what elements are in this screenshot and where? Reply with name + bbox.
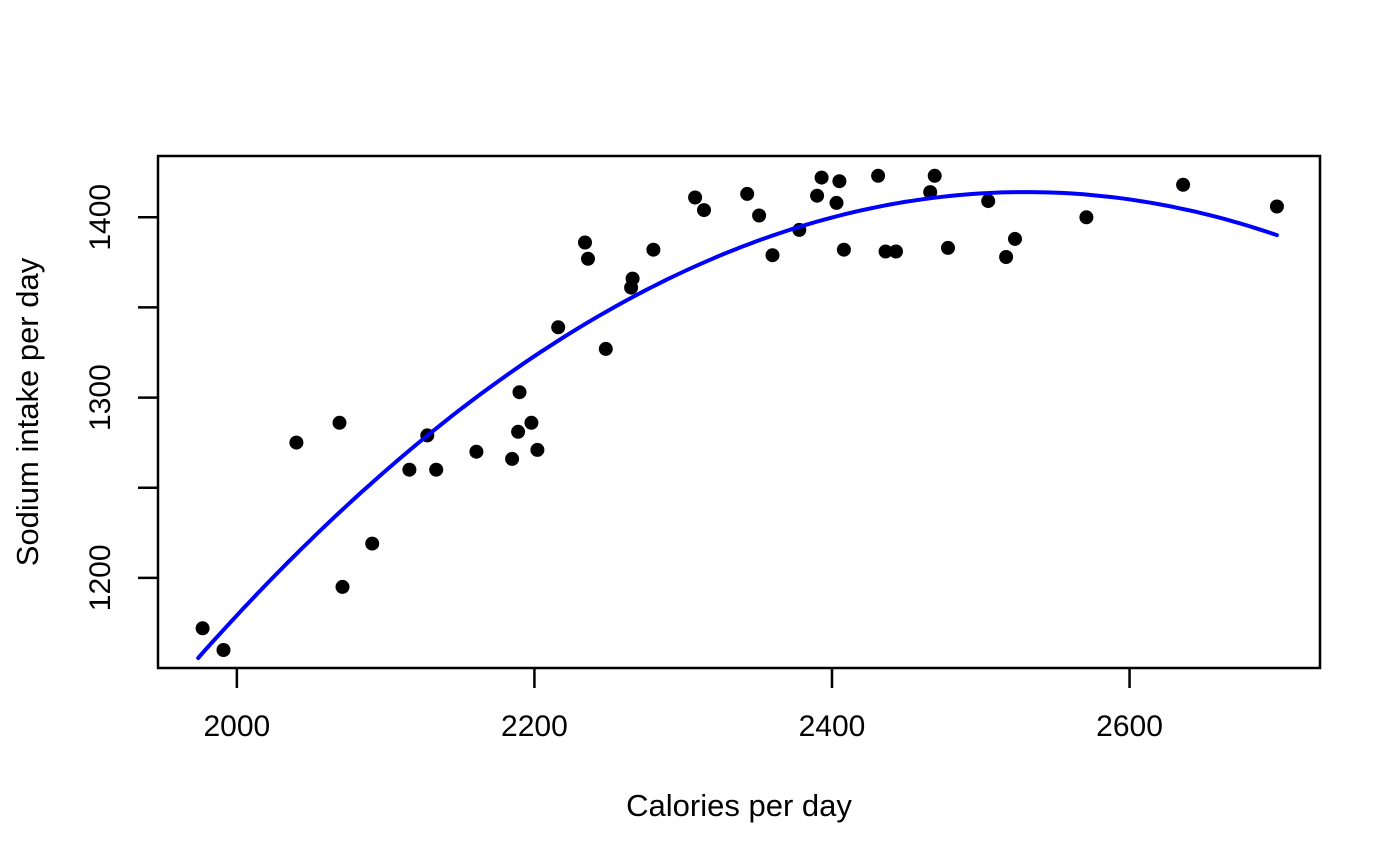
- data-point: [810, 188, 825, 203]
- data-point: [836, 242, 851, 257]
- data-point: [941, 240, 955, 255]
- data-point: [889, 244, 903, 259]
- data-point: [578, 235, 592, 250]
- data-point: [697, 203, 711, 218]
- data-point: [981, 194, 996, 209]
- data-point: [505, 451, 520, 466]
- data-point: [469, 444, 484, 459]
- data-point: [923, 185, 938, 200]
- data-point: [524, 415, 539, 430]
- data-point: [740, 186, 755, 201]
- data-point: [1269, 199, 1284, 214]
- data-point: [512, 385, 527, 400]
- fit-curve: [196, 190, 1279, 660]
- data-point: [365, 536, 380, 551]
- data-point: [1008, 231, 1022, 246]
- x-tick-label: 2600: [1096, 710, 1163, 743]
- data-point: [598, 341, 613, 356]
- data-point: [429, 462, 444, 477]
- data-point: [530, 442, 545, 457]
- plot-layer: 2000 2200 2400 2600 1200 1300 1400: [84, 154, 1322, 743]
- data-point: [765, 248, 780, 263]
- data-point: [195, 621, 210, 636]
- data-point: [688, 190, 703, 205]
- y-tick-label: 1200: [84, 544, 117, 611]
- plot-border: [156, 154, 1322, 670]
- data-point: [335, 579, 350, 594]
- data-point: [646, 242, 661, 257]
- data-point: [1079, 210, 1094, 225]
- y-axis-title: Sodium intake per day: [10, 257, 45, 566]
- x-tick-label: 2000: [203, 710, 270, 743]
- data-point: [402, 462, 417, 477]
- data-point: [927, 168, 942, 183]
- data-point: [511, 424, 526, 439]
- x-tick-label: 2200: [501, 710, 568, 743]
- x-axis-title: Calories per day: [626, 788, 852, 823]
- data-point: [551, 320, 566, 335]
- y-tick-label: 1400: [84, 184, 117, 251]
- data-point: [829, 195, 844, 210]
- data-point: [216, 643, 231, 657]
- data-point: [289, 435, 304, 450]
- data-point: [625, 271, 640, 286]
- data-point: [752, 208, 767, 223]
- data-point: [999, 250, 1014, 264]
- data-point: [814, 170, 829, 185]
- data-point: [332, 415, 347, 430]
- data-point: [832, 174, 847, 189]
- data-point: [581, 251, 595, 266]
- data-point: [878, 244, 893, 259]
- data-point: [1176, 177, 1191, 192]
- y-tick-label: 1300: [84, 364, 117, 431]
- data-point: [871, 168, 886, 183]
- x-tick-label: 2400: [799, 710, 866, 743]
